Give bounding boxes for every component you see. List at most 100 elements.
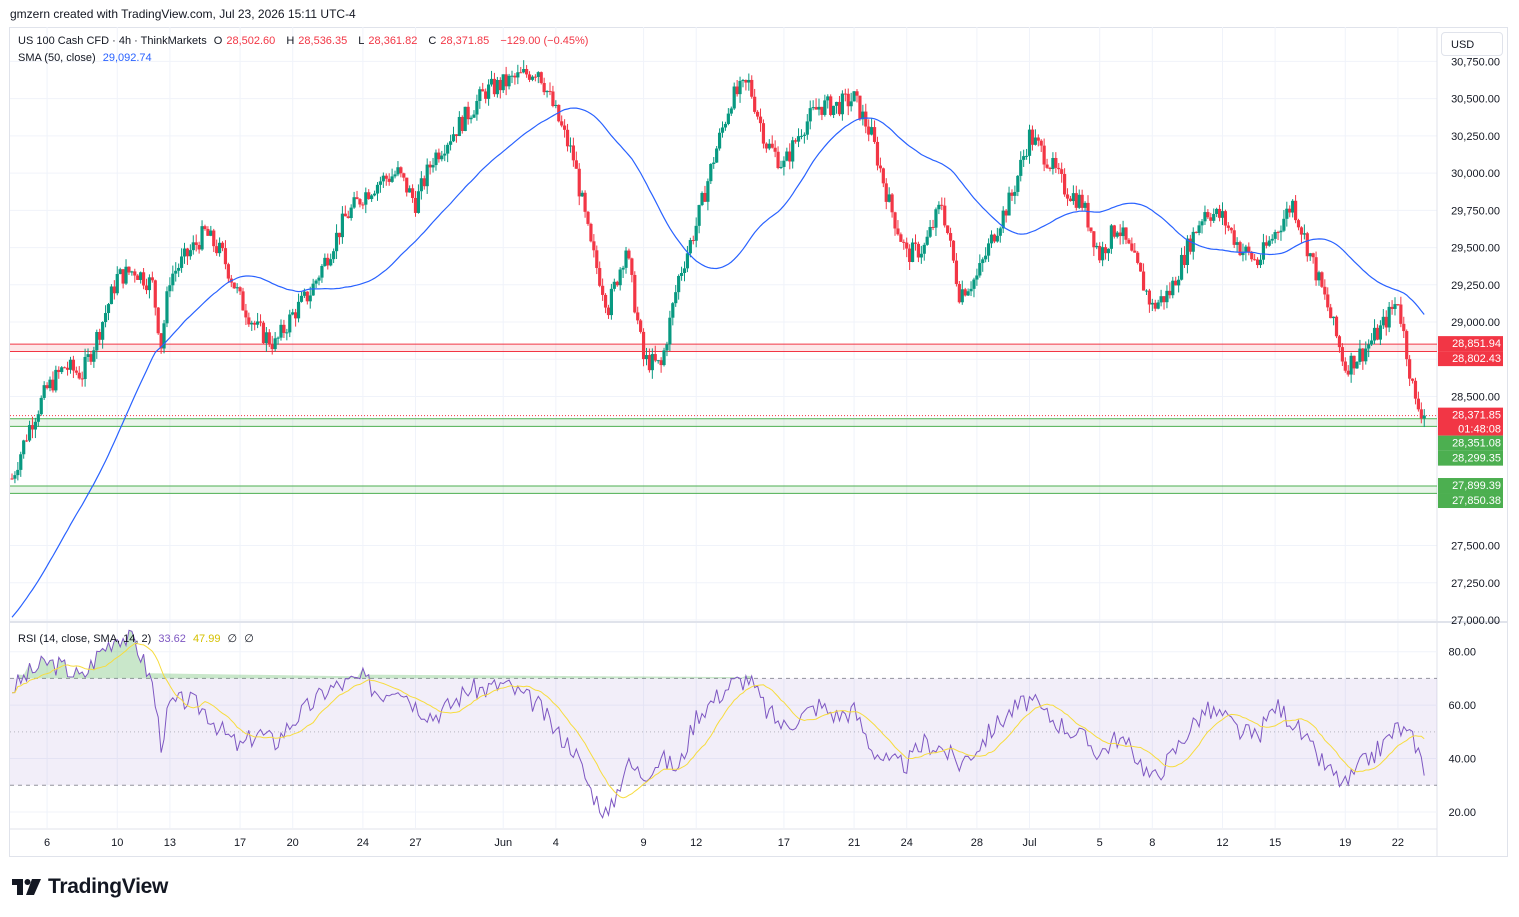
candle-body: [662, 350, 666, 366]
candle-body: [1098, 245, 1102, 261]
candle-body: [489, 78, 494, 85]
candle-body: [1133, 250, 1137, 253]
candle-body: [106, 304, 111, 314]
candle-body: [428, 164, 432, 168]
candle-body: [691, 240, 695, 242]
sma-value: 29,092.74: [102, 52, 152, 64]
candle-body: [963, 289, 967, 296]
candle-body: [1068, 198, 1073, 202]
tradingview-logo[interactable]: TradingView: [12, 874, 168, 900]
price-tick-label: 27,000.00: [1451, 615, 1500, 627]
candle-body: [937, 204, 941, 210]
candle-body: [1147, 290, 1151, 305]
candle-body: [1077, 194, 1081, 208]
candle-body: [267, 332, 271, 345]
time-axis: 6 10 13 17 20 24 27 Jun 4 9 12 17 21 24 28 Jul 5 8 12 15 19 2…: [44, 837, 1404, 849]
candle-body: [1422, 415, 1426, 419]
candle-body: [422, 178, 426, 187]
candle-body: [1010, 192, 1014, 196]
candle-body: [1089, 227, 1093, 232]
candle-body: [89, 354, 93, 362]
candle-body: [957, 284, 961, 303]
candle-body: [1223, 211, 1228, 226]
candle-body: [1235, 242, 1239, 245]
candle-body: [378, 181, 383, 185]
candle-body: [1054, 157, 1058, 168]
candle-body: [1299, 227, 1304, 235]
time-tick-label: 21: [848, 837, 860, 849]
tradingview-logo-icon: [12, 879, 41, 895]
candle-body: [1416, 398, 1420, 410]
candle-body: [1124, 227, 1128, 240]
candle-body: [884, 183, 888, 202]
candle-body: [367, 192, 371, 200]
sma-legend[interactable]: SMA (50, close) 29,092.74: [18, 52, 156, 64]
candle-body: [329, 259, 333, 266]
candle-body: [1007, 192, 1011, 216]
candle-body: [71, 359, 76, 371]
candle-body: [498, 79, 502, 91]
candle-body: [995, 235, 999, 242]
currency-selector[interactable]: USD: [1441, 32, 1503, 56]
candle-body: [375, 184, 380, 194]
candle-body: [1419, 409, 1423, 419]
price-label-box: [1438, 435, 1503, 451]
candle-body: [139, 272, 143, 280]
candle-body: [13, 475, 17, 479]
candle-body: [548, 90, 552, 92]
candle-body: [794, 140, 798, 142]
candle-body: [402, 173, 406, 178]
candle-body: [203, 226, 207, 229]
rsi-legend[interactable]: RSI (14, close, SMA, 14, 2) 33.62 47.99 …: [18, 632, 258, 645]
candle-body: [601, 285, 605, 295]
price-label-box: [1438, 336, 1503, 352]
candle-body: [1244, 246, 1248, 252]
candle-body: [864, 111, 868, 127]
candle-body: [753, 96, 757, 112]
candle-body: [103, 313, 108, 323]
candle-body: [1206, 212, 1210, 218]
candle-body: [253, 322, 257, 325]
candle-body: [1162, 296, 1166, 303]
time-tick-label: Jul: [1022, 837, 1036, 849]
candle-body: [1232, 230, 1236, 245]
candle-body: [1188, 238, 1192, 252]
candle-body: [1083, 202, 1087, 208]
candle-body: [715, 148, 719, 163]
candle-body: [159, 333, 163, 349]
candle-body: [220, 242, 225, 249]
candle-body: [273, 338, 277, 350]
candle-body: [247, 317, 251, 325]
candle-body: [922, 244, 926, 254]
symbol-legend[interactable]: US 100 Cash CFD · 4h · ThinkMarkets O 28,…: [18, 35, 592, 47]
candle-body: [659, 360, 663, 366]
candle-body: [372, 193, 377, 196]
candle-body: [308, 295, 312, 302]
candle-body: [364, 192, 368, 205]
candle-body: [74, 370, 78, 373]
candle-body: [1381, 316, 1385, 326]
candle-body: [802, 134, 806, 136]
candle-body: [241, 291, 245, 311]
candle-body: [437, 152, 441, 160]
candle-body: [133, 271, 137, 276]
candle-body: [992, 234, 997, 242]
candle-body: [527, 74, 532, 80]
candle-body: [156, 307, 160, 334]
candle-body: [574, 160, 578, 169]
price-label-box: [1438, 450, 1503, 466]
candle-body: [185, 248, 190, 257]
price-change: −129.00 (−0.45%): [500, 35, 589, 47]
candle-body: [861, 111, 865, 120]
candle-body: [448, 141, 453, 145]
candle-body: [51, 379, 55, 391]
candle-body: [472, 114, 476, 118]
candle-body: [390, 176, 394, 182]
candle-body: [212, 230, 216, 247]
candle-body: [451, 134, 456, 142]
candle-body: [206, 228, 210, 236]
tradingview-logo-text: TradingView: [48, 875, 169, 898]
candle-body: [513, 75, 517, 78]
candle-body: [741, 79, 745, 81]
